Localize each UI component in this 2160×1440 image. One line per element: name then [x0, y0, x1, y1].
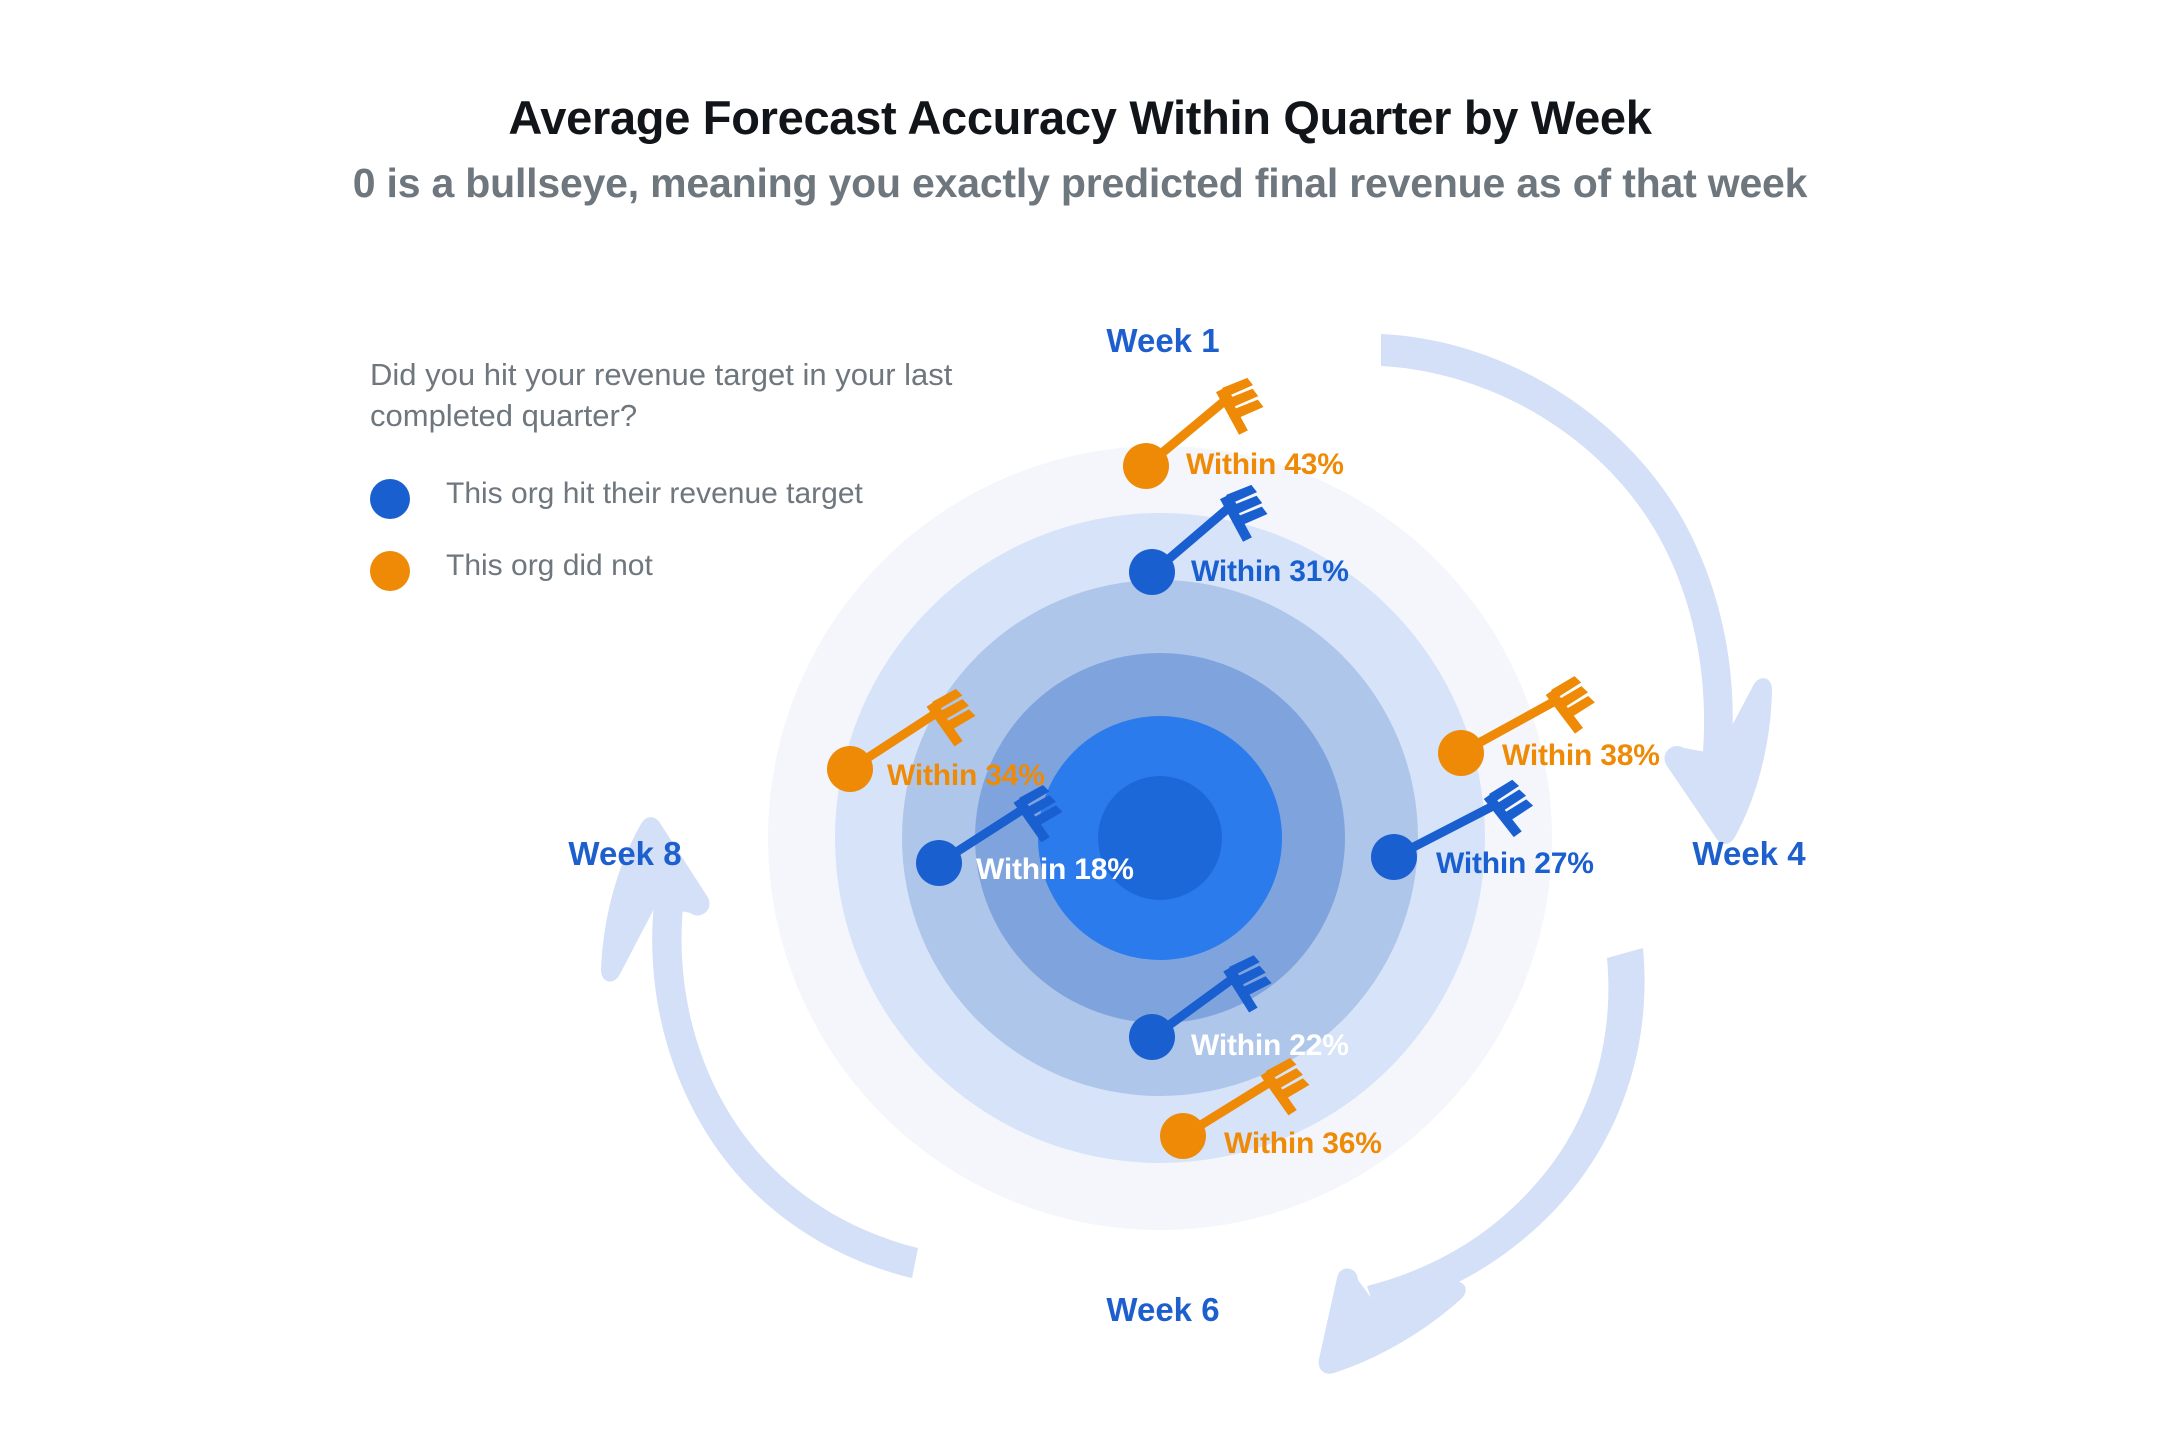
week4-orange-label: Within 38%	[1502, 739, 1660, 772]
bullseye-rings	[768, 446, 1552, 1230]
legend-swatch-hit	[370, 478, 410, 519]
arrow-head-dot	[1129, 1014, 1175, 1060]
arrow-week8-blue	[916, 776, 1072, 886]
arrow-head-dot	[1438, 730, 1484, 776]
arrow-week6-blue	[1129, 946, 1282, 1060]
arrow-head-dot	[1160, 1113, 1206, 1159]
week6-orange-label: Within 36%	[1224, 1127, 1382, 1160]
week-1-label: Week 1	[1106, 322, 1219, 359]
page-subtitle: 0 is a bullseye, meaning you exactly pre…	[352, 159, 1808, 206]
week-4-group: Week 4 Within 38% Within 27%	[1371, 668, 1806, 880]
arrow-week1-orange	[1123, 368, 1274, 489]
arrow-week4-orange	[1438, 668, 1604, 776]
arrow-week6-orange	[1160, 1049, 1319, 1159]
week4-blue-label: Within 27%	[1436, 847, 1594, 880]
legend-swatch-missed	[370, 550, 410, 591]
week-4-label: Week 4	[1692, 835, 1806, 872]
arrow-week8-orange	[827, 680, 985, 792]
legend: Did you hit your revenue target in your …	[370, 355, 990, 619]
swoosh-top-right-icon	[1381, 334, 1772, 844]
week-6-label: Week 6	[1106, 1291, 1219, 1328]
arrow-head-dot	[827, 746, 873, 792]
week8-blue-label: Within 18%	[976, 853, 1134, 886]
rotation-swooshes	[601, 334, 1772, 1374]
week1-orange-label: Within 43%	[1186, 448, 1344, 481]
swoosh-bottom-right-icon	[1318, 948, 1645, 1374]
legend-item-hit[interactable]: This org hit their revenue target	[370, 475, 990, 519]
week-6-group: Week 6 Within 22% Within 36%	[1106, 946, 1382, 1328]
week1-blue-label: Within 31%	[1191, 555, 1349, 588]
arrow-week4-blue	[1371, 772, 1542, 880]
legend-label-hit: This org hit their revenue target	[446, 476, 863, 510]
ring-6-core	[1098, 776, 1222, 900]
page-title: Average Forecast Accuracy Within Quarter…	[508, 91, 1652, 144]
legend-label-missed: This org did not	[446, 548, 653, 582]
week-8-group: Week 8 Within 34% Within 18%	[568, 680, 1134, 886]
week-1-group: Week 1 Within 43% Within 31%	[1106, 322, 1349, 595]
arrow-week1-blue	[1129, 475, 1278, 595]
arrow-head-dot	[1371, 834, 1417, 880]
week-8-label: Week 8	[568, 835, 681, 872]
arrow-head-dot	[1123, 443, 1169, 489]
swoosh-bottom-left-icon	[601, 817, 918, 1278]
arrow-head-dot	[1129, 549, 1175, 595]
legend-question: Did you hit your revenue target in your …	[370, 357, 953, 433]
arrow-head-dot	[916, 840, 962, 886]
legend-item-missed[interactable]: This org did not	[370, 547, 990, 591]
week8-orange-label: Within 34%	[887, 759, 1045, 792]
header: Average Forecast Accuracy Within Quarter…	[0, 0, 2160, 207]
week6-blue-label: Within 22%	[1191, 1029, 1349, 1062]
